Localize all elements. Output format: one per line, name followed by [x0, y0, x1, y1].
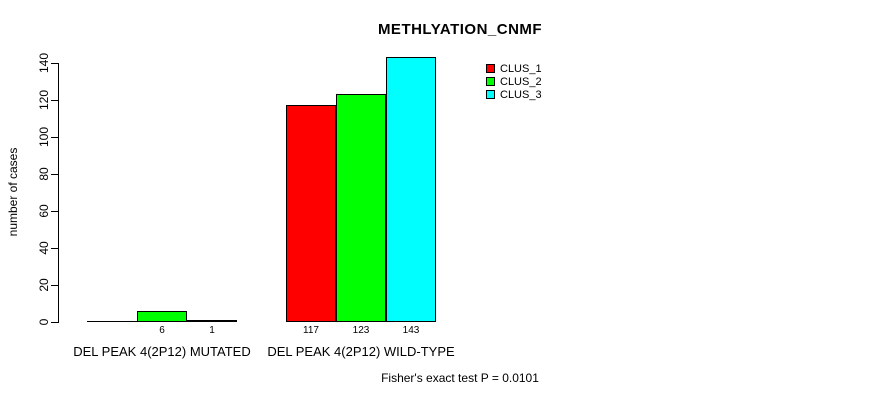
y-tick-label: 140 [37, 52, 51, 74]
legend-swatch-CLUS_3 [486, 90, 495, 99]
bar-value-label: 143 [402, 325, 420, 336]
y-tick-label: 80 [37, 167, 51, 181]
y-axis-tick [51, 248, 58, 249]
legend-label: CLUS_1 [500, 62, 542, 75]
y-tick-label: 60 [37, 204, 51, 218]
y-axis-tick [51, 211, 58, 212]
y-axis-tick [51, 63, 58, 64]
y-tick-label: 20 [37, 278, 51, 292]
y-axis-tick [51, 100, 58, 101]
bar-value-label: 117 [303, 325, 319, 336]
y-tick-label: 100 [37, 126, 51, 148]
legend-label: CLUS_3 [500, 88, 542, 101]
bar-value-label: 1 [209, 325, 215, 336]
y-axis-line [58, 63, 59, 323]
y-axis-tick [51, 137, 58, 138]
bar-CLUS_3-DEL PEAK 4(2P12) WILD-TYPE [386, 57, 436, 322]
y-axis-tick [51, 174, 58, 175]
legend-label: CLUS_2 [500, 75, 542, 88]
bar-CLUS_1-DEL PEAK 4(2P12) MUTATED [87, 321, 137, 322]
y-tick-label: 0 [37, 318, 51, 326]
x-group-label: DEL PEAK 4(2P12) WILD-TYPE [267, 344, 455, 359]
y-axis-label: number of cases [6, 147, 20, 237]
bar-CLUS_3-DEL PEAK 4(2P12) MUTATED [187, 320, 237, 322]
bar-value-label: 6 [159, 325, 165, 336]
y-tick-label: 40 [37, 241, 51, 255]
legend: CLUS_1 CLUS_2 CLUS_3 [486, 62, 542, 101]
chart-title: METHLYATION_CNMF [377, 21, 543, 38]
legend-swatch-CLUS_1 [486, 64, 495, 73]
bar-CLUS_2-DEL PEAK 4(2P12) MUTATED [137, 311, 187, 322]
y-tick-label: 120 [37, 89, 51, 111]
legend-swatch-CLUS_2 [486, 77, 495, 86]
y-axis-tick [51, 285, 58, 286]
bar-value-label: 123 [352, 325, 370, 336]
footer-stat-note: Fisher's exact test P = 0.0101 [381, 371, 539, 385]
bar-CLUS_2-DEL PEAK 4(2P12) WILD-TYPE [336, 94, 386, 322]
legend-item-CLUS_3: CLUS_3 [486, 88, 542, 101]
y-axis-tick [51, 322, 58, 323]
bar-CLUS_1-DEL PEAK 4(2P12) WILD-TYPE [286, 105, 336, 322]
legend-item-CLUS_1: CLUS_1 [486, 62, 542, 75]
x-group-label: DEL PEAK 4(2P12) MUTATED [73, 344, 251, 359]
legend-item-CLUS_2: CLUS_2 [486, 75, 542, 88]
